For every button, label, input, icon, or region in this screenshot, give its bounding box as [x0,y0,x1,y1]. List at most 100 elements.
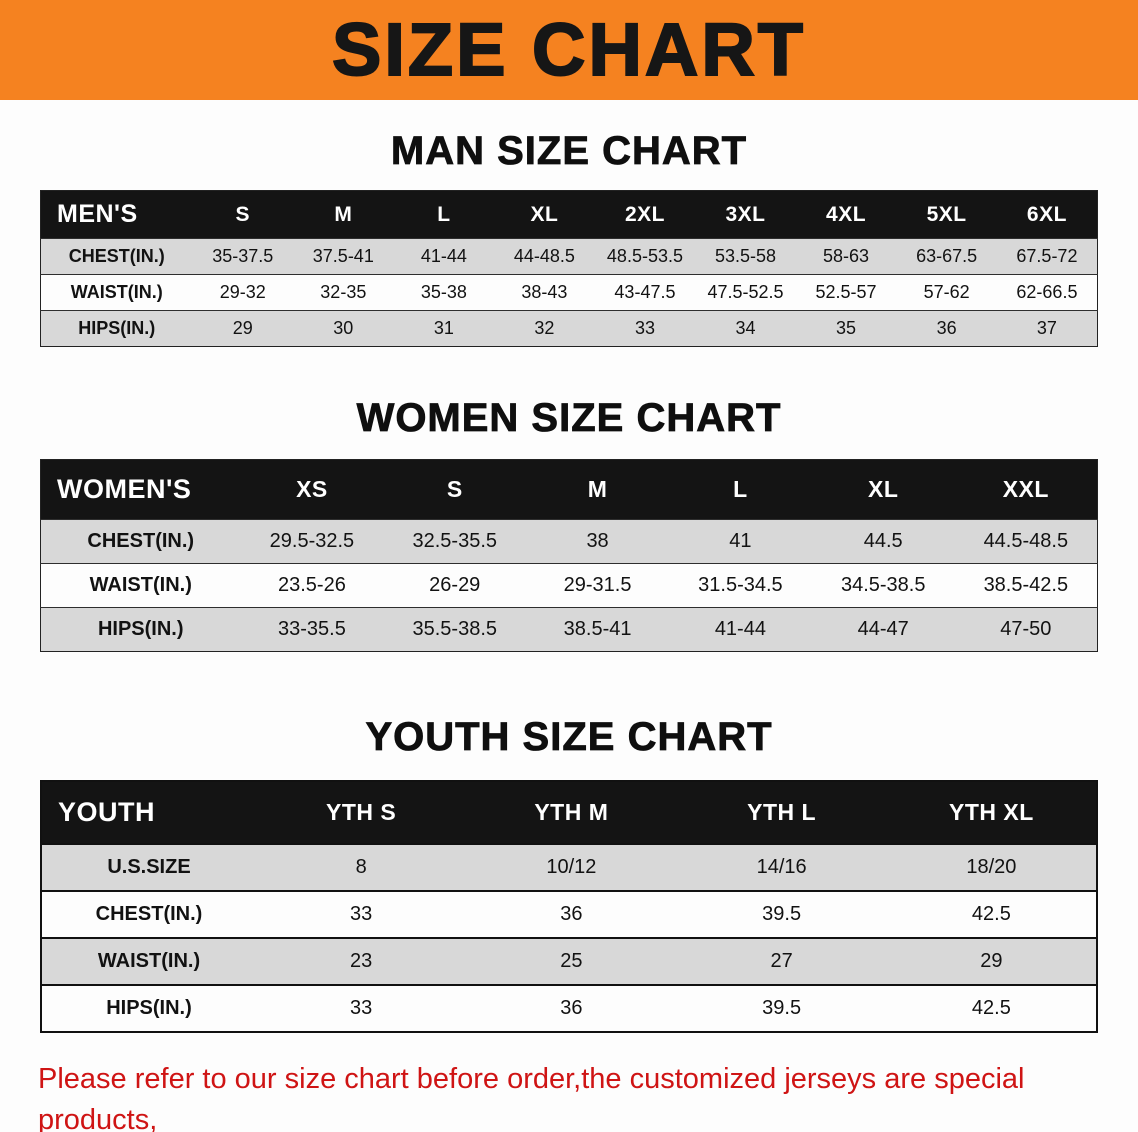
measurement-value-cell: 29 [232,318,253,338]
measurement-value-cell: 34 [735,318,756,338]
size-column-header: YTH L [747,799,817,825]
measurement-value-cell: 47-50 [1000,618,1052,640]
measurement-row: WAIST(IN.) 23.5-26 26-29 29-31.5 31.5-34.5 34… [40,563,1098,608]
size-column-header: 6XL [1026,202,1067,226]
size-column-header: XL [868,476,899,502]
size-column-header: YTH M [534,799,609,825]
measurement-value-cell: 48.5-53.5 [606,246,683,266]
measurement-value-cell: 39.5 [762,903,802,925]
row-label-cell: CHEST(IN.) [87,530,195,552]
measurement-value-cell: 38 [586,530,609,552]
measurement-value-cell: 44.5-48.5 [983,530,1069,552]
measurement-value-cell: 38.5-41 [563,618,632,640]
size-column-header: M [334,202,353,226]
measurement-value-cell: 33-35.5 [277,618,346,640]
measurement-row: CHEST(IN.) 33 36 39.5 42.5 [41,891,1097,938]
measurement-value-cell: 8 [355,856,367,878]
measurement-value-cell: 32.5-35.5 [412,530,497,552]
measurement-value-cell: 29 [980,950,1003,972]
measurement-value-cell: 44.5 [863,530,903,552]
measurement-value-cell: 32 [534,318,555,338]
measurement-value-cell: 31 [433,318,454,338]
size-column-header: 2XL [624,202,665,226]
measurement-value-cell: 37.5-41 [312,246,374,266]
measurement-value-cell: 23.5-26 [277,574,346,596]
women-size-table: WOMEN'S XS S M L XL XXL CHEST(IN.) 29.5-32.5 32.5… [40,459,1098,652]
size-column-header: S [446,476,463,502]
size-column-header: L [437,202,451,226]
women-section-heading: WOMEN SIZE CHART [356,396,782,441]
size-column-header: XS [296,476,328,502]
row-label-cell: CHEST(IN.) [95,903,203,925]
measurement-row: U.S.SIZE 8 10/12 14/16 18/20 [41,844,1097,891]
youth-size-table: YOUTH YTH S YTH M YTH L YTH XL U.S.SIZE 8 10/12… [40,780,1098,1033]
measurement-value-cell: 52.5-57 [815,282,877,302]
measurement-value-cell: 38.5-42.5 [983,574,1069,596]
youth-section-heading: YOUTH SIZE CHART [365,715,773,760]
measurement-value-cell: 63-67.5 [916,246,978,266]
measurement-value-cell: 42.5 [971,997,1011,1019]
size-column-header: 4XL [826,202,867,226]
row-label-cell: CHEST(IN.) [68,246,165,266]
measurement-value-cell: 41-44 [420,246,467,266]
measurement-value-cell: 31.5-34.5 [698,574,783,596]
measurement-value-cell: 36 [560,997,583,1019]
measurement-row: HIPS(IN.) 33 36 39.5 42.5 [41,985,1097,1032]
measurement-value-cell: 67.5-72 [1016,246,1078,266]
size-column-header: YTH S [326,799,397,825]
row-label-cell: HIPS(IN.) [78,318,156,338]
size-column-header: YTH XL [948,799,1034,825]
measurement-value-cell: 43-47.5 [614,282,676,302]
measurement-value-cell: 44-47 [857,618,909,640]
measurement-value-cell: 35 [836,318,857,338]
measurement-value-cell: 41 [729,530,752,552]
measurement-value-cell: 36 [560,903,583,925]
header-row: YOUTH YTH S YTH M YTH L YTH XL [41,781,1097,844]
size-column-header: S [235,202,251,226]
header-row: MEN'S S M L XL 2XL 3XL 4XL 5XL 6XL [40,190,1098,239]
banner: SIZE CHART [0,0,1138,100]
measurement-value-cell: 47.5-52.5 [707,282,784,302]
disclaimer-line-1: Please refer to our size chart before or… [38,1063,1025,1132]
measurement-value-cell: 62-66.5 [1016,282,1078,302]
row-label-cell: WAIST(IN.) [70,282,163,302]
measurement-value-cell: 35-37.5 [212,246,274,266]
measurement-value-cell: 33 [350,997,373,1019]
measurement-value-cell: 34.5-38.5 [840,574,926,596]
disclaimer-text: Please refer to our size chart before or… [38,1059,1100,1132]
measurement-value-cell: 35.5-38.5 [412,618,497,640]
measurement-row: HIPS(IN.) 33-35.5 35.5-38.5 38.5-41 41-44 44-… [40,607,1098,652]
measurement-value-cell: 37 [1036,318,1057,338]
row-label-cell: HIPS(IN.) [97,618,184,640]
measurement-value-cell: 32-35 [320,282,367,302]
row-label-cell: WAIST(IN.) [89,574,192,596]
measurement-value-cell: 39.5 [762,997,802,1019]
measurement-value-cell: 10/12 [546,856,597,878]
measurement-value-cell: 36 [936,318,957,338]
measurement-row: HIPS(IN.) 29 30 31 32 33 34 35 36 37 [40,310,1098,347]
measurement-row: CHEST(IN.) 29.5-32.5 32.5-35.5 38 41 44.5 44.5… [40,519,1098,564]
measurement-value-cell: 58-63 [823,246,870,266]
measurement-value-cell: 23 [350,950,373,972]
measurement-value-cell: 29-32 [219,282,266,302]
measurement-value-cell: 26-29 [429,574,481,596]
measurement-row: WAIST(IN.) 29-32 32-35 35-38 38-43 43-47.5 47.… [40,274,1098,311]
measurement-value-cell: 30 [333,318,354,338]
table-title-cell: WOMEN'S [57,474,192,504]
measurement-value-cell: 41-44 [714,618,766,640]
measurement-value-cell: 29-31.5 [563,574,632,596]
men-section-heading: MAN SIZE CHART [390,129,748,174]
size-column-header: XXL [1002,476,1049,502]
header-row: WOMEN'S XS S M L XL XXL [40,459,1098,520]
measurement-value-cell: 53.5-58 [714,246,777,266]
measurement-value-cell: 44-48.5 [513,246,575,266]
row-label-cell: WAIST(IN.) [97,950,201,972]
size-column-header: XL [530,202,559,226]
measurement-value-cell: 57-62 [923,282,970,302]
measurement-value-cell: 35-38 [420,282,467,302]
size-column-header: 5XL [926,202,967,226]
measurement-value-cell: 33 [634,318,655,338]
size-column-header: M [587,476,608,502]
measurement-value-cell: 14/16 [756,856,807,878]
